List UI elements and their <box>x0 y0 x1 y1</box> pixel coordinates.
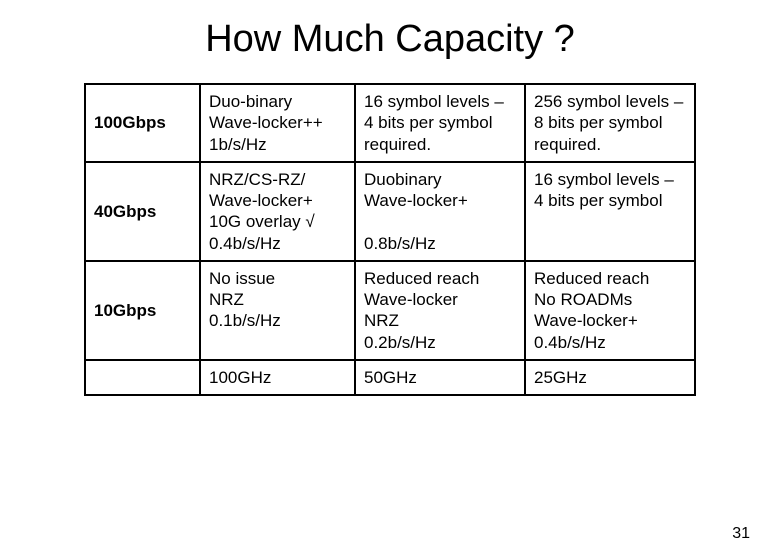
table-row: 100Gbps Duo-binaryWave-locker++1b/s/Hz 1… <box>85 84 695 162</box>
table-cell: 256 symbol levels – 8 bits per symbol re… <box>525 84 695 162</box>
table-cell: DuobinaryWave-locker+0.8b/s/Hz <box>355 162 525 261</box>
table-row: 10Gbps No issueNRZ0.1b/s/Hz Reduced reac… <box>85 261 695 360</box>
capacity-table: 100Gbps Duo-binaryWave-locker++1b/s/Hz 1… <box>84 83 696 396</box>
page-number: 31 <box>732 525 750 543</box>
table-cell: 100GHz <box>200 360 355 395</box>
table-cell: NRZ/CS-RZ/Wave-locker+10G overlay √0.4b/… <box>200 162 355 261</box>
table-cell: 50GHz <box>355 360 525 395</box>
row-label: 10Gbps <box>85 261 200 360</box>
row-label <box>85 360 200 395</box>
page-title: How Much Capacity ? <box>0 18 780 61</box>
table-row: 40Gbps NRZ/CS-RZ/Wave-locker+10G overlay… <box>85 162 695 261</box>
table-cell: Reduced reachWave-lockerNRZ0.2b/s/Hz <box>355 261 525 360</box>
table-cell: Reduced reachNo ROADMsWave-locker+0.4b/s… <box>525 261 695 360</box>
row-label: 100Gbps <box>85 84 200 162</box>
table-cell: 16 symbol levels – 4 bits per symbol req… <box>355 84 525 162</box>
table-cell: 16 symbol levels – 4 bits per symbol <box>525 162 695 261</box>
table-cell: Duo-binaryWave-locker++1b/s/Hz <box>200 84 355 162</box>
table-cell: 25GHz <box>525 360 695 395</box>
table-row: 100GHz 50GHz 25GHz <box>85 360 695 395</box>
row-label: 40Gbps <box>85 162 200 261</box>
table-cell: No issueNRZ0.1b/s/Hz <box>200 261 355 360</box>
